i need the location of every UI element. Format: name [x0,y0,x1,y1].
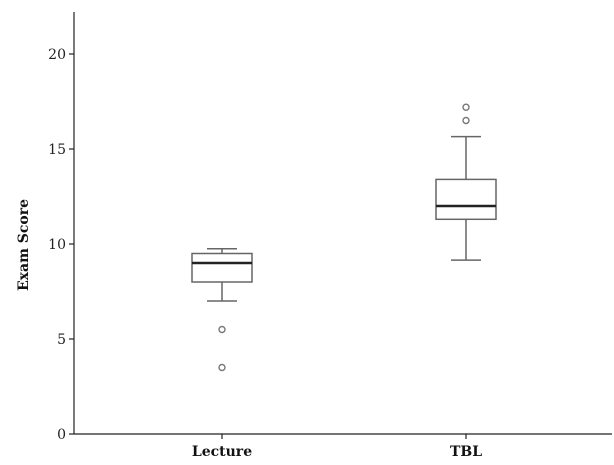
y-tick-label: 20 [48,47,66,63]
x-tick-label: TBL [450,444,482,460]
boxes-layer [191,103,497,372]
iqr-box [435,178,497,221]
y-tick-label: 5 [57,332,66,348]
outlier-point [462,116,470,125]
y-tick-label: 15 [48,142,66,158]
iqr-box [191,252,253,283]
box-group-lecture [191,248,253,372]
y-tick-label: 10 [48,237,66,253]
y-tick-label: 0 [57,427,66,443]
outlier-point [462,103,470,111]
y-axis: 0 5 10 15 20 [48,12,75,443]
box-group-tbl [435,103,497,261]
outlier-point [218,363,226,372]
x-tick-label: Lecture [192,444,252,460]
y-axis-title: Exam Score [16,199,32,291]
x-axis: Lecture TBL [74,433,612,460]
outlier-point [218,325,226,334]
